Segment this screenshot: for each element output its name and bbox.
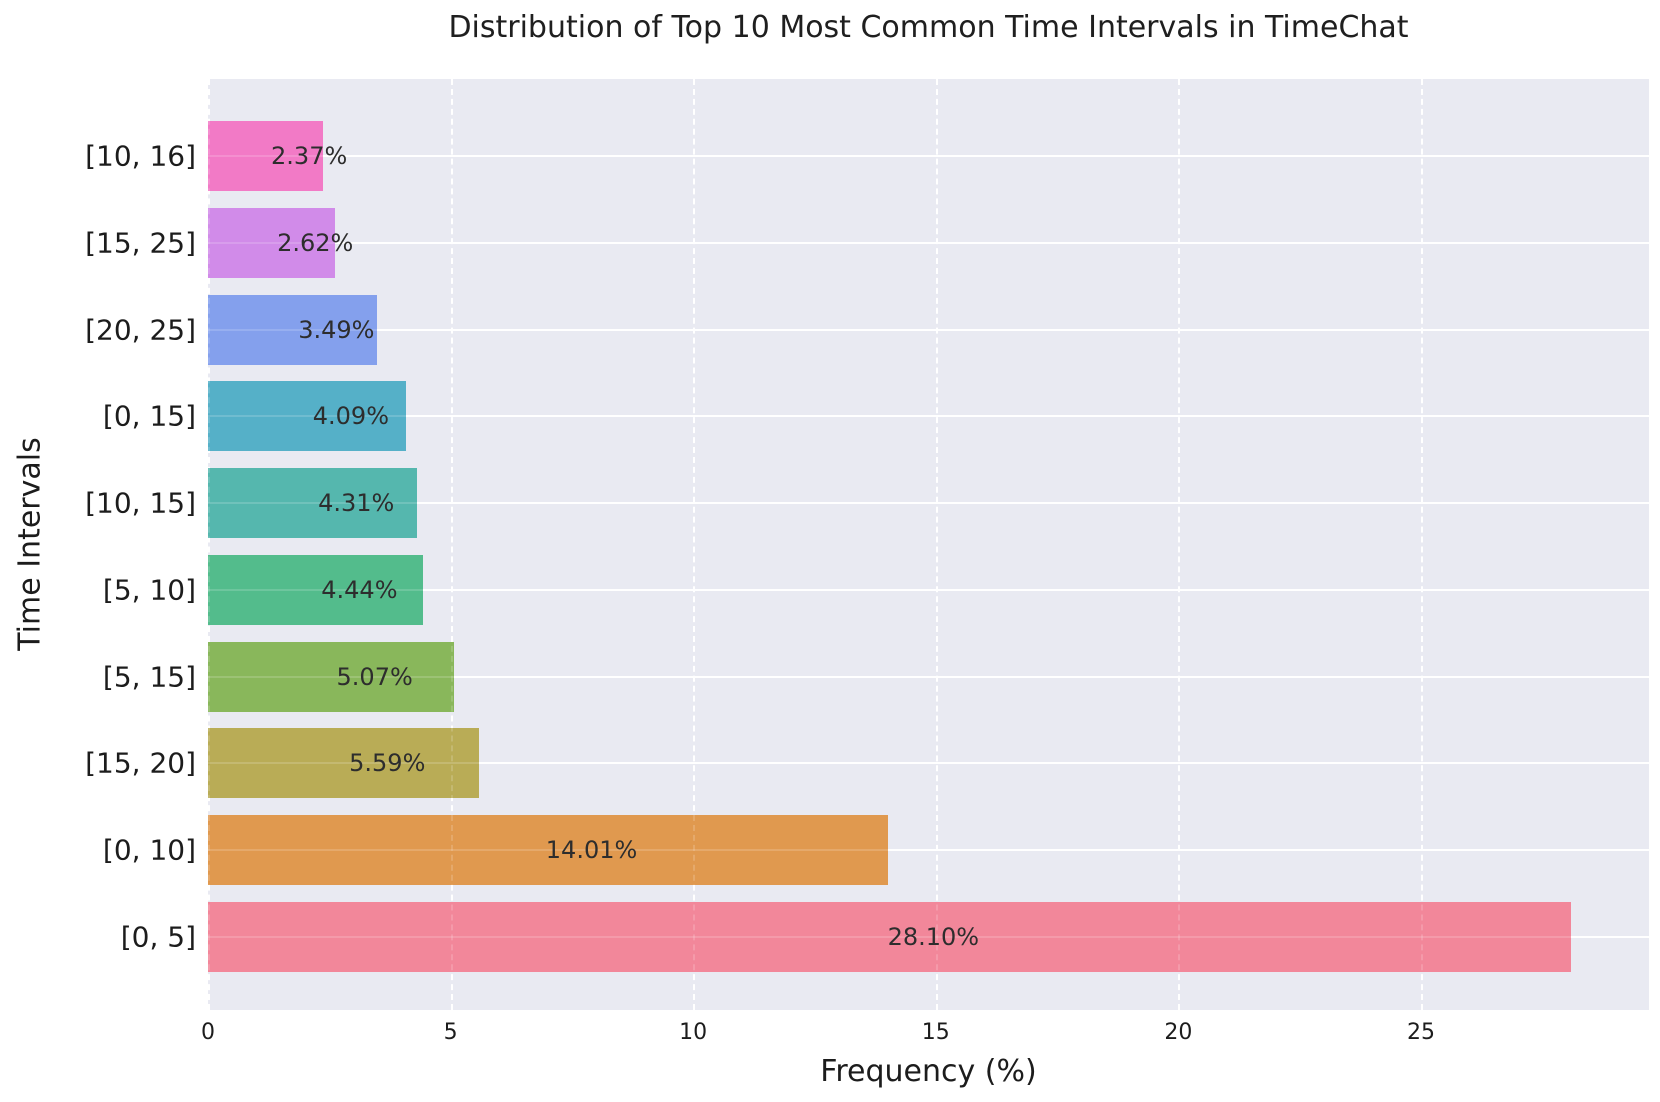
gridline-vertical-overlay (208, 79, 210, 1010)
gridline-horizontal-overlay (208, 241, 1649, 244)
bar (208, 641, 454, 712)
bar (208, 468, 418, 538)
x-axis-label: Frequency (%) (820, 1054, 1037, 1089)
gridline-vertical-overlay (935, 79, 938, 1010)
gridline-horizontal (208, 675, 1649, 678)
bar (208, 554, 424, 625)
y-tick-label: [5, 10] (102, 573, 196, 607)
bar-value-label: 28.10% (887, 922, 980, 951)
gridline-horizontal-overlay (208, 849, 1649, 851)
bar-value-label: 2.62% (277, 228, 354, 257)
x-tick-label: 20 (1164, 1020, 1193, 1045)
gridline-horizontal (208, 588, 1649, 591)
bar (208, 381, 407, 452)
x-tick-label: 15 (921, 1020, 950, 1045)
gridline-vertical (1178, 79, 1181, 1010)
bar-value-label: 2.37% (271, 142, 348, 170)
bar (208, 815, 888, 885)
bar-value-label: 4.44% (321, 575, 398, 604)
gridline-vertical (693, 79, 696, 1010)
gridline-horizontal-overlay (208, 155, 1649, 157)
bar (208, 901, 1572, 972)
gridline-vertical (208, 79, 210, 1010)
bar (208, 728, 480, 799)
bar-value-label: 5.07% (336, 662, 413, 691)
bar (208, 121, 323, 191)
x-tick-label: 10 (679, 1020, 708, 1045)
y-tick-label: [5, 15] (102, 660, 196, 693)
y-tick-label: [0, 5] (120, 920, 196, 954)
gridline-vertical (935, 79, 938, 1010)
bar (208, 294, 378, 365)
gridline-horizontal-overlay (208, 415, 1649, 418)
gridline-horizontal (208, 415, 1649, 418)
gridline-horizontal (208, 849, 1649, 851)
gridline-vertical (1420, 79, 1423, 1010)
chart-title: Distribution of Top 10 Most Common Time … (448, 10, 1409, 45)
gridline-vertical-overlay (693, 79, 696, 1010)
y-tick-label: [15, 25] (85, 226, 196, 260)
gridline-horizontal-overlay (208, 328, 1649, 331)
y-tick-label: [15, 20] (85, 746, 196, 780)
plot-area: 2.37% 2.62% 3.49% 4.09% 4.31% 4.44% 5.07% 5.59%… (208, 79, 1649, 1010)
gridline-horizontal (208, 241, 1649, 244)
gridline-horizontal-overlay (208, 502, 1649, 504)
y-tick-label: [0, 15] (102, 399, 196, 433)
gridline-vertical (450, 79, 453, 1010)
y-tick-label: [10, 16] (85, 139, 196, 173)
y-tick-label: [20, 25] (85, 313, 196, 346)
gridline-vertical-overlay (450, 79, 453, 1010)
y-axis-label: Time Intervals (12, 437, 48, 651)
x-tick-label: 25 (1406, 1020, 1435, 1045)
gridline-horizontal-overlay (208, 675, 1649, 678)
y-tick-label: [0, 10] (102, 833, 196, 867)
gridline-horizontal-overlay (208, 935, 1649, 938)
gridline-horizontal-overlay (208, 588, 1649, 591)
gridline-horizontal (208, 762, 1649, 765)
bar-value-label: 3.49% (298, 315, 375, 344)
y-tick-label: [10, 15] (85, 486, 196, 520)
gridline-vertical-overlay (1178, 79, 1181, 1010)
x-tick-label: 5 (443, 1020, 458, 1045)
bar-value-label: 14.01% (545, 836, 638, 864)
gridline-vertical-overlay (1420, 79, 1423, 1010)
gridline-horizontal (208, 155, 1649, 157)
bar-value-label: 5.59% (349, 749, 426, 778)
bar-value-label: 4.31% (318, 489, 395, 517)
gridline-horizontal-overlay (208, 762, 1649, 765)
x-tick-label: 0 (201, 1020, 215, 1045)
bar-value-label: 4.09% (312, 402, 389, 431)
gridline-horizontal (208, 328, 1649, 331)
bar (208, 207, 336, 278)
gridline-horizontal (208, 502, 1649, 504)
